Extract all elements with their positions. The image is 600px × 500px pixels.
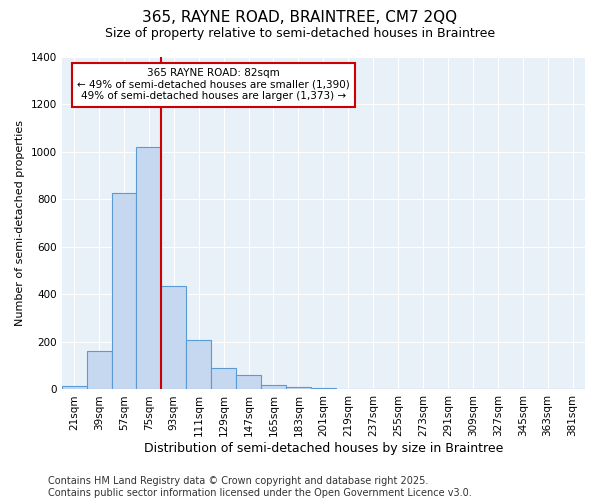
Bar <box>186 340 211 390</box>
Text: Contains HM Land Registry data © Crown copyright and database right 2025.
Contai: Contains HM Land Registry data © Crown c… <box>48 476 472 498</box>
X-axis label: Distribution of semi-detached houses by size in Braintree: Distribution of semi-detached houses by … <box>143 442 503 455</box>
Bar <box>86 350 112 390</box>
Title: 365, RAYNE ROAD, BRAINTREE, CM7 2QQ
Size of property relative to semi-detached h: 365, RAYNE ROAD, BRAINTREE, CM7 2QQ Size… <box>0 499 1 500</box>
Bar <box>211 368 236 390</box>
Bar <box>286 387 311 390</box>
Text: Size of property relative to semi-detached houses in Braintree: Size of property relative to semi-detach… <box>105 28 495 40</box>
Bar <box>136 147 161 390</box>
Text: 365 RAYNE ROAD: 82sqm
← 49% of semi-detached houses are smaller (1,390)
49% of s: 365 RAYNE ROAD: 82sqm ← 49% of semi-deta… <box>77 68 350 102</box>
Bar <box>236 375 261 390</box>
Y-axis label: Number of semi-detached properties: Number of semi-detached properties <box>15 120 25 326</box>
Bar <box>261 384 286 390</box>
Bar <box>161 286 186 390</box>
Text: 365, RAYNE ROAD, BRAINTREE, CM7 2QQ: 365, RAYNE ROAD, BRAINTREE, CM7 2QQ <box>142 10 458 25</box>
Bar <box>62 386 86 390</box>
Bar <box>311 388 336 390</box>
Bar <box>112 194 136 390</box>
